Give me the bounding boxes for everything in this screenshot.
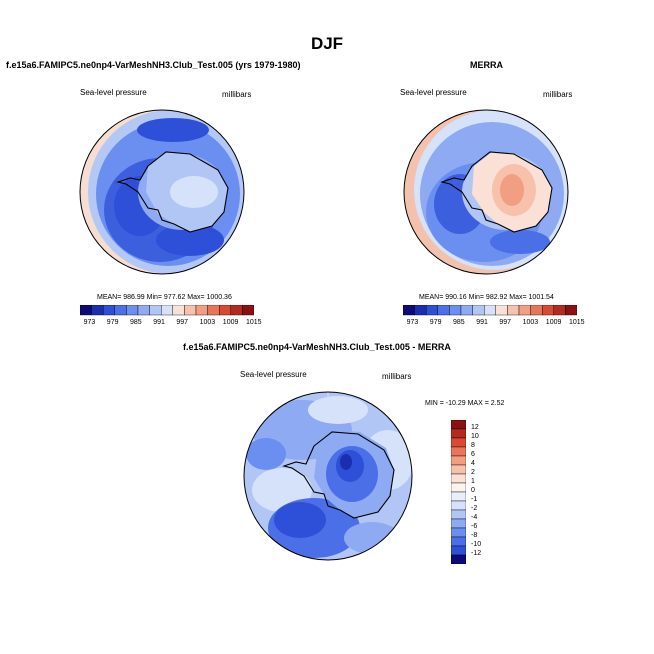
panel2-colorbar-tick-label: 997: [499, 319, 512, 326]
panel2-colorbar-swatch: [507, 305, 520, 316]
panel3-colorbar-tick-label: 10: [471, 433, 479, 440]
panel1-colorbar-tick-label: 1015: [246, 319, 262, 326]
panel1-colorbar-swatch: [160, 305, 173, 316]
panel1-colorbar-swatch: [114, 305, 127, 316]
panel1-colorbar-tick-label: 1009: [222, 319, 239, 326]
panel3-colorbar-swatch: [451, 545, 466, 556]
panel3-units-label: millibars: [382, 372, 412, 381]
panel1-colorbar-tick-label: 1003: [199, 319, 216, 326]
panel2-colorbar-swatch: [449, 305, 462, 316]
panel1-colorbar-tick-label: 973: [83, 319, 96, 326]
panel3-colorbar-swatch: [451, 536, 466, 547]
panel1-colorbar-swatch: [80, 305, 92, 316]
panel2-colorbar-tick-label: 1015: [569, 319, 585, 326]
panel1-colorbar-tick-label: 979: [106, 319, 119, 326]
panel3-colorbar-swatch: [451, 527, 466, 538]
panel1-stats: MEAN= 986.99 Min= 977.62 Max= 1000.36: [97, 294, 232, 301]
panel3-colorbar-tick-label: -4: [471, 514, 478, 521]
panel2-colorbar-tick-label: 991: [476, 319, 488, 326]
panel3-polar-map: [243, 391, 413, 561]
panel1-variable-label: Sea-level pressure: [80, 88, 147, 97]
panel3-colorbar-tick-label: -2: [471, 505, 478, 512]
panel2-colorbar-swatch: [495, 305, 508, 316]
panel1-colorbar-swatch: [230, 305, 243, 316]
panel3-colorbar-tick-label: 12: [471, 424, 479, 431]
panel1-colorbar-swatch: [149, 305, 162, 316]
panel1-colorbar: [80, 305, 254, 316]
panel1-colorbar-swatch: [195, 305, 208, 316]
panel1-colorbar-tick-label: 997: [176, 319, 189, 326]
panel3-colorbar-tick-label: 8: [471, 442, 475, 449]
panel2-colorbar-tick-label: 1003: [522, 319, 539, 326]
panel3-colorbar-tick-label: 0: [471, 487, 475, 494]
panel3-colorbar-tick-label: -6: [471, 523, 478, 530]
panel1-units-label: millibars: [222, 90, 252, 99]
panel2-variable-label: Sea-level pressure: [400, 88, 467, 97]
panel2-title: MERRA: [470, 60, 503, 70]
panel3-colorbar-tick-label: -1: [471, 496, 478, 503]
panel1-polar-map: [79, 109, 245, 275]
panel2-units-label: millibars: [543, 90, 573, 99]
panel3-colorbar-tick-label: 6: [471, 451, 475, 458]
panel3-colorbar-swatch: [451, 500, 466, 511]
panel3-colorbar-swatch: [451, 428, 466, 439]
panel3-colorbar-tick-label: 4: [471, 460, 475, 467]
panel3-colorbar-swatch: [451, 420, 466, 430]
panel2-colorbar-tick-label: 979: [429, 319, 442, 326]
panel3-colorbar-swatch: [451, 509, 466, 520]
panel1-colorbar-swatch: [103, 305, 116, 316]
panel1-colorbar-swatch: [126, 305, 139, 316]
panel2-colorbar-tick-label: 1009: [545, 319, 562, 326]
panel2-colorbar: [403, 305, 577, 316]
panel2-colorbar-swatch: [565, 305, 577, 316]
panel2-colorbar-swatch: [553, 305, 566, 316]
panel3-colorbar-tick-label: -10: [471, 541, 482, 548]
panel3-colorbar-tick-label: 1: [471, 478, 475, 485]
panel1-antarctica-coast: [116, 151, 229, 233]
panel2-colorbar-swatch: [437, 305, 450, 316]
panel3-colorbar: [451, 420, 466, 564]
panel2-colorbar-swatch: [530, 305, 543, 316]
panel3-colorbar-swatch: [451, 482, 466, 493]
panel3-colorbar-swatch: [451, 455, 466, 466]
panel3-colorbar-tick-label: -8: [471, 532, 478, 539]
panel2-colorbar-swatch: [541, 305, 554, 316]
panel3-title: f.e15a6.FAMIPC5.ne0np4-VarMeshNH3.Club_T…: [183, 342, 451, 352]
panel3-colorbar-swatch: [451, 473, 466, 484]
panel2-colorbar-swatch: [472, 305, 485, 316]
panel2-colorbar-swatch: [460, 305, 473, 316]
panel2-colorbar-tick-label: 973: [406, 319, 419, 326]
panel2-polar-map: [403, 109, 569, 275]
panel3-variable-label: Sea-level pressure: [240, 370, 307, 379]
panel1-colorbar-swatch: [218, 305, 231, 316]
panel1-colorbar-tick-label: 991: [153, 319, 165, 326]
panel3-antarctica-coast: [282, 431, 395, 519]
panel2-stats: MEAN= 990.16 Min= 982.92 Max= 1001.54: [419, 294, 554, 301]
panel3-colorbar-swatch: [451, 446, 466, 457]
panel3-colorbar-tick-label: -12: [471, 550, 482, 557]
panel3-colorbar-swatch: [451, 491, 466, 502]
panel2-colorbar-tick-label: 985: [453, 319, 465, 326]
panel2-colorbar-swatch: [426, 305, 439, 316]
panel3-colorbar-tick-label: 2: [471, 469, 475, 476]
panel1-colorbar-swatch: [91, 305, 104, 316]
panel1-colorbar-swatch: [207, 305, 220, 316]
figure-title: DJF: [310, 34, 344, 53]
panel1-title: f.e15a6.FAMIPC5.ne0np4-VarMeshNH3.Club_T…: [6, 60, 301, 70]
panel2-colorbar-swatch: [483, 305, 496, 316]
panel2-antarctica-coast: [440, 151, 553, 233]
panel3-stats: MIN = -10.29 MAX = 2.52: [425, 400, 505, 407]
panel3-colorbar-swatch: [451, 518, 466, 529]
panel1-colorbar-swatch: [242, 305, 254, 316]
panel2-colorbar-swatch: [518, 305, 531, 316]
panel3-colorbar-swatch: [451, 554, 466, 564]
panel2-colorbar-swatch: [414, 305, 427, 316]
panel1-colorbar-swatch: [172, 305, 185, 316]
panel3-colorbar-swatch: [451, 437, 466, 448]
panel1-colorbar-swatch: [137, 305, 150, 316]
panel1-colorbar-tick-label: 985: [130, 319, 142, 326]
panel2-colorbar-swatch: [403, 305, 415, 316]
panel1-colorbar-swatch: [184, 305, 197, 316]
panel3-colorbar-swatch: [451, 464, 466, 475]
